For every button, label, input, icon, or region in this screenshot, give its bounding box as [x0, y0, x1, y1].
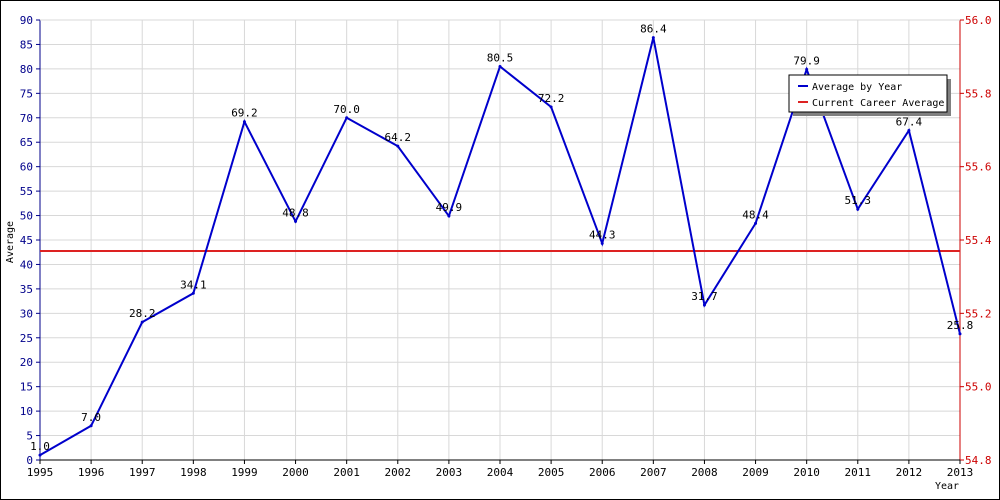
- data-label: 67.4: [896, 115, 923, 128]
- x-axis-title: Year: [935, 481, 959, 492]
- x-tick-label: 2010: [793, 466, 820, 479]
- legend-label-average-by-year: Average by Year: [812, 82, 902, 93]
- x-axis-ticks: 1995 1996 1997 1998 1999 2000 2001 2002 2003 2004…: [27, 460, 974, 479]
- data-label: 79.9: [793, 54, 820, 67]
- data-point: [89, 424, 93, 428]
- data-label: 7.0: [81, 411, 101, 424]
- left-tick-label: 30: [20, 307, 33, 320]
- data-label: 80.5: [487, 51, 514, 64]
- data-label: 31.7: [691, 290, 718, 303]
- data-label: 1.0: [30, 440, 50, 453]
- left-tick-label: 0: [26, 454, 33, 467]
- right-tick-label: 56.0: [965, 14, 992, 27]
- x-tick-label: 2006: [589, 466, 616, 479]
- right-tick-label: 55.8: [965, 87, 992, 100]
- left-tick-label: 55: [20, 185, 33, 198]
- x-tick-label: 1995: [27, 466, 54, 479]
- left-axis-ticks: 0 5 10 15 20 25 30 35 40 45 50 55 60 65 70 75 80 85 90: [20, 14, 40, 467]
- x-tick-label: 2000: [282, 466, 309, 479]
- left-tick-label: 75: [20, 87, 33, 100]
- x-tick-label: 2005: [538, 466, 565, 479]
- x-tick-label: 2012: [896, 466, 923, 479]
- data-label: 25.8: [947, 319, 974, 332]
- x-tick-label: 2003: [436, 466, 463, 479]
- right-tick-label: 54.8: [965, 454, 992, 467]
- data-label: 49.9: [436, 201, 463, 214]
- data-label: 44.3: [589, 228, 616, 241]
- data-label: 70.0: [333, 103, 360, 116]
- x-tick-label: 2001: [333, 466, 360, 479]
- left-tick-label: 10: [20, 405, 33, 418]
- x-tick-label: 1998: [180, 466, 207, 479]
- left-tick-label: 5: [26, 430, 33, 443]
- right-tick-label: 55.6: [965, 161, 992, 174]
- right-tick-label: 55.0: [965, 381, 992, 394]
- x-tick-label: 1999: [231, 466, 258, 479]
- data-point: [754, 221, 758, 225]
- data-point: [958, 332, 962, 336]
- data-point: [345, 116, 349, 120]
- data-point: [294, 219, 298, 223]
- left-tick-label: 15: [20, 381, 33, 394]
- data-point: [805, 67, 809, 71]
- x-tick-label: 1997: [129, 466, 156, 479]
- left-tick-label: 35: [20, 283, 33, 296]
- left-tick-label: 25: [20, 332, 33, 345]
- left-tick-label: 45: [20, 234, 33, 247]
- x-tick-label: 1996: [78, 466, 105, 479]
- x-tick-label: 2009: [742, 466, 769, 479]
- legend: Average by Year Current Career Average: [788, 74, 951, 116]
- left-tick-label: 40: [20, 258, 33, 271]
- data-label: 51.3: [845, 194, 872, 207]
- x-tick-label: 2004: [487, 466, 514, 479]
- left-tick-label: 50: [20, 210, 33, 223]
- data-label: 69.2: [231, 107, 258, 120]
- data-point: [907, 128, 911, 132]
- y-axis-title: Average: [5, 221, 16, 263]
- data-point: [856, 207, 860, 211]
- data-label: 86.4: [640, 23, 667, 36]
- data-label: 72.2: [538, 92, 565, 105]
- data-label: 48.8: [282, 206, 309, 219]
- data-point: [191, 291, 195, 295]
- data-label: 28.2: [129, 307, 156, 320]
- data-point: [396, 144, 400, 148]
- data-label: 64.2: [385, 131, 412, 144]
- right-tick-label: 55.4: [965, 234, 992, 247]
- data-point: [702, 303, 706, 307]
- legend-box: [788, 74, 948, 113]
- data-point: [600, 241, 604, 245]
- left-tick-label: 85: [20, 38, 33, 51]
- data-point: [38, 453, 42, 457]
- data-point: [498, 64, 502, 68]
- left-tick-label: 65: [20, 136, 33, 149]
- data-point: [651, 36, 655, 40]
- x-tick-label: 2007: [640, 466, 667, 479]
- data-point: [242, 120, 246, 124]
- data-label: 48.4: [742, 208, 769, 221]
- x-tick-label: 2011: [845, 466, 872, 479]
- x-tick-label: 2013: [947, 466, 974, 479]
- data-labels: 1.0 7.0 28.2 34.1 69.2 48.8 70.0 64.2 49.9 80.5 72…: [30, 23, 973, 457]
- left-tick-label: 80: [20, 63, 33, 76]
- data-point: [549, 105, 553, 109]
- data-point: [140, 320, 144, 324]
- left-tick-label: 20: [20, 356, 33, 369]
- left-tick-label: 90: [20, 14, 33, 27]
- data-label: 34.1: [180, 278, 207, 291]
- right-axis-ticks: 54.8 55.0 55.2 55.4 55.6 55.8 56.0: [960, 14, 992, 467]
- x-tick-label: 2008: [691, 466, 718, 479]
- right-tick-label: 55.2: [965, 307, 992, 320]
- data-point: [447, 214, 451, 218]
- x-tick-label: 2002: [385, 466, 412, 479]
- left-tick-label: 70: [20, 112, 33, 125]
- legend-label-career-average: Current Career Average: [812, 98, 944, 109]
- left-tick-label: 60: [20, 161, 33, 174]
